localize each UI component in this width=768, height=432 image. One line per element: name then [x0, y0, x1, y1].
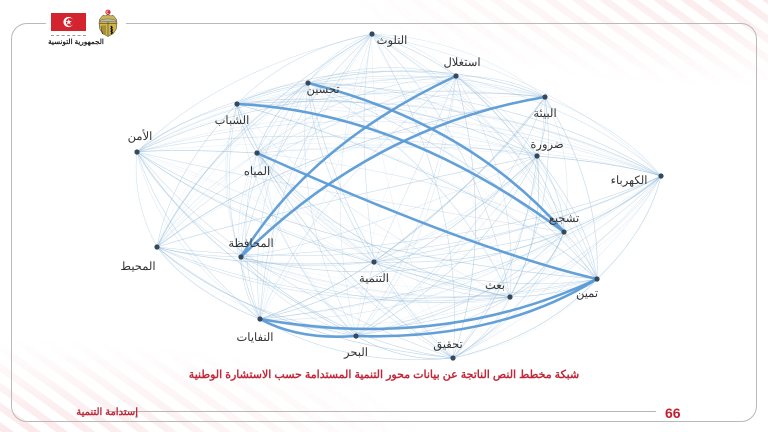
svg-text:البحر: البحر — [343, 346, 368, 359]
svg-text:التلوث: التلوث — [377, 34, 408, 47]
svg-text:المحيط: المحيط — [120, 260, 155, 273]
svg-text:النفايات: النفايات — [236, 331, 273, 344]
svg-text:تشجيع: تشجيع — [549, 213, 579, 225]
svg-text:بعث: بعث — [485, 280, 505, 292]
svg-text:الأمن: الأمن — [128, 128, 153, 143]
svg-text:المحافظة: المحافظة — [228, 237, 273, 250]
svg-text:استغلال: استغلال — [443, 56, 480, 69]
svg-text:التنمية: التنمية — [359, 272, 389, 285]
svg-text:تحسين: تحسين — [306, 84, 339, 96]
svg-text:الكهرباء: الكهرباء — [611, 174, 648, 187]
svg-text:تحقيق: تحقيق — [433, 339, 463, 351]
svg-text:البيئة: البيئة — [533, 107, 556, 120]
svg-text:تمين: تمين — [576, 288, 598, 300]
svg-text:الشباب: الشباب — [215, 114, 250, 127]
svg-text:ضرورة: ضرورة — [530, 139, 563, 151]
svg-text:المياه: المياه — [244, 165, 270, 178]
